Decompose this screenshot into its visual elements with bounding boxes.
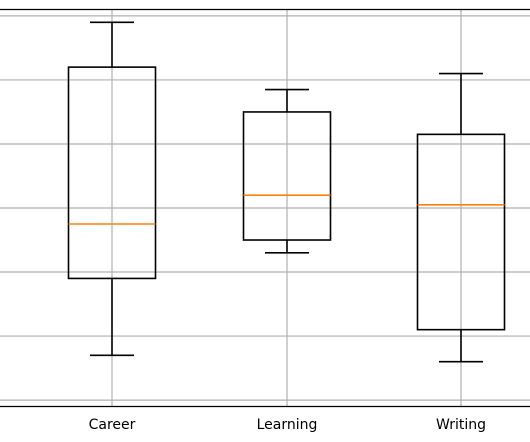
grid-layer xyxy=(0,9,530,407)
x-tick-label-learning: Learning xyxy=(257,417,318,433)
x-tick-label-career: Career xyxy=(89,417,136,433)
box-group-learning xyxy=(242,88,332,254)
iqr-box xyxy=(416,133,506,331)
axis-layer xyxy=(0,8,530,408)
box-group-career xyxy=(67,21,157,357)
box-layer xyxy=(67,21,506,363)
iqr-box xyxy=(242,111,332,241)
x-tick-label-writing: Writing xyxy=(436,417,486,433)
label-layer: Career Learning Writing xyxy=(89,417,486,433)
iqr-box xyxy=(67,66,157,280)
box-group-writing xyxy=(416,72,506,363)
